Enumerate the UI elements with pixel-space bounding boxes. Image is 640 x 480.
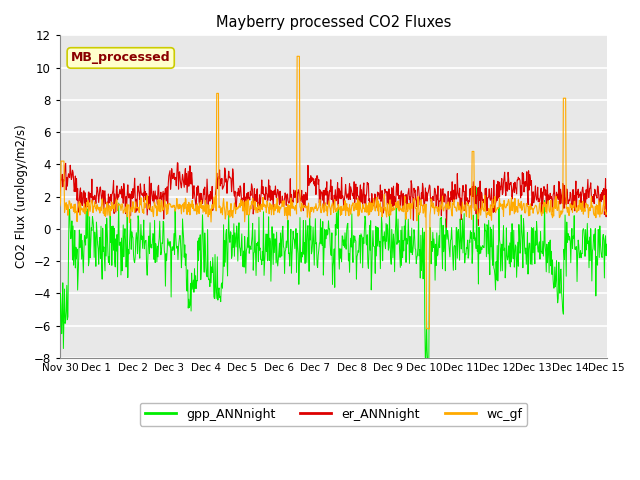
Legend: gpp_ANNnight, er_ANNnight, wc_gf: gpp_ANNnight, er_ANNnight, wc_gf (140, 403, 527, 426)
Text: MB_processed: MB_processed (71, 51, 170, 64)
Y-axis label: CO2 Flux (urology/m2/s): CO2 Flux (urology/m2/s) (15, 125, 28, 268)
Title: Mayberry processed CO2 Fluxes: Mayberry processed CO2 Fluxes (216, 15, 451, 30)
